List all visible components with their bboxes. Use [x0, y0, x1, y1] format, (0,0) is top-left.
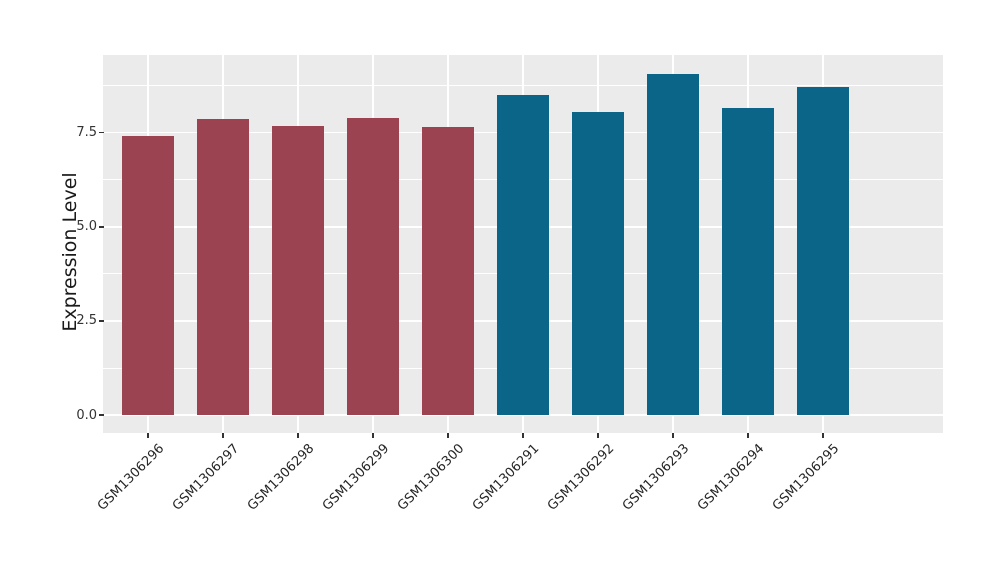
- y-axis-title: Expression Level: [59, 172, 81, 332]
- x-tick-label: GSM1306295: [769, 441, 842, 514]
- bar-GSM1306300: [421, 126, 475, 415]
- bar-GSM1306299: [346, 118, 400, 415]
- x-tick-label: GSM1306299: [319, 441, 392, 514]
- x-tick-mark: [672, 433, 674, 438]
- y-tick-label: 0.0: [76, 407, 97, 423]
- x-tick-label: GSM1306296: [94, 441, 167, 514]
- plot-panel: [103, 55, 943, 433]
- bar-GSM1306297: [196, 119, 250, 415]
- bar-GSM1306296: [121, 136, 175, 415]
- x-tick-label: GSM1306298: [244, 441, 317, 514]
- x-tick-mark: [447, 433, 449, 438]
- x-tick-mark: [147, 433, 149, 438]
- y-tick-label: 7.5: [76, 125, 97, 141]
- bar-GSM1306292: [571, 112, 625, 415]
- x-tick-label: GSM1306300: [394, 441, 467, 514]
- x-tick-label: GSM1306292: [544, 441, 617, 514]
- x-tick-label: GSM1306291: [469, 441, 542, 514]
- y-tick-mark: [98, 414, 104, 416]
- x-tick-mark: [747, 433, 749, 438]
- x-tick-label: GSM1306293: [619, 441, 692, 514]
- y-tick-label: 5.0: [76, 219, 97, 235]
- x-tick-mark: [522, 433, 524, 438]
- x-tick-mark: [822, 433, 824, 438]
- bar-GSM1306293: [646, 73, 700, 415]
- y-tick-mark: [98, 131, 104, 134]
- bar-GSM1306298: [271, 125, 325, 415]
- bar-GSM1306295: [796, 86, 850, 415]
- x-tick-mark: [297, 433, 299, 438]
- y-tick-mark: [98, 226, 104, 228]
- x-tick-mark: [597, 433, 599, 438]
- bar-GSM1306294: [721, 107, 775, 415]
- bar-GSM1306291: [496, 95, 550, 415]
- x-tick-mark: [372, 433, 374, 438]
- y-tick-label: 2.5: [76, 313, 97, 329]
- x-tick-label: GSM1306294: [694, 441, 767, 514]
- x-tick-mark: [222, 433, 224, 438]
- x-tick-label: GSM1306297: [169, 441, 242, 514]
- y-tick-mark: [98, 320, 104, 322]
